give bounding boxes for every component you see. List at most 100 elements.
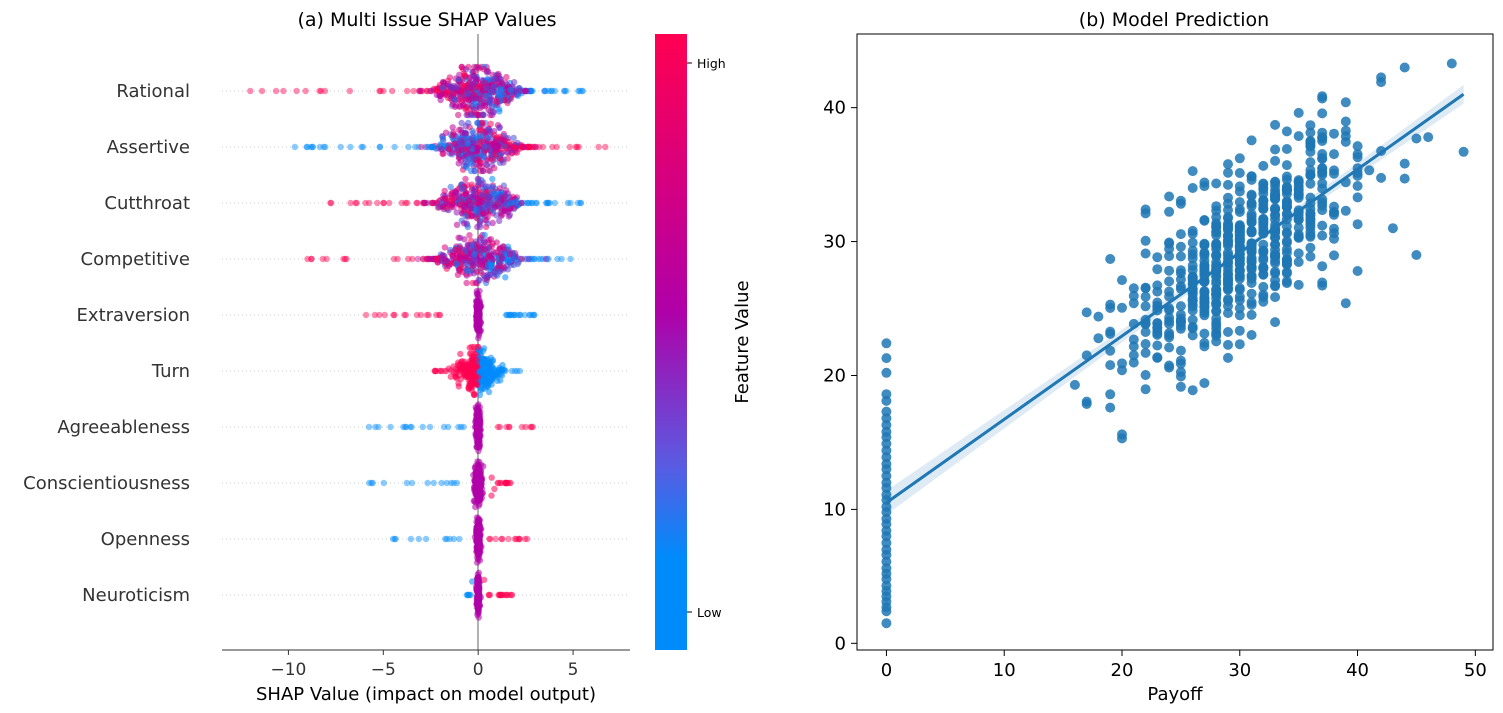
prediction-point [1423,132,1434,143]
prediction-point [1223,265,1233,276]
shap-dot [445,262,452,270]
shap-dot [514,260,521,268]
shap-dot [371,311,379,319]
shap-dot [414,255,422,263]
shap-dot [386,199,393,207]
shap-dot [426,255,433,263]
prediction-point [1246,330,1257,340]
prediction-point [1140,235,1151,246]
shap-dot [453,221,461,228]
shap-dot [551,199,559,207]
shap-dot [489,183,496,191]
shap-dot [402,423,409,431]
shap-dot [541,87,548,95]
prediction-point [1387,223,1398,234]
prediction-point [1317,93,1328,104]
shap-x-axis-label: SHAP Value (impact on model output) [256,684,596,705]
prediction-point [1164,328,1175,338]
shap-dot [415,535,422,543]
shap-dot [291,143,299,151]
shap-dot [427,87,434,95]
shap-dot [416,87,423,95]
prediction-point [1399,62,1410,73]
shap-dot [443,479,450,487]
prediction-point [1187,385,1198,396]
colorbar-high-label: High [697,56,726,71]
shap-dot [466,344,473,351]
prediction-point [1234,266,1245,277]
shap-dot [416,87,424,95]
prediction-point [1281,126,1292,137]
shap-dot [481,103,489,110]
prediction-point [1187,166,1198,177]
shap-dot [563,87,570,95]
shap-dot [489,175,496,183]
shap-dot [549,143,556,151]
shap-dot [526,199,533,207]
shap-dot [474,343,482,351]
shap-dot [554,255,561,263]
prediction-point [1211,313,1222,324]
shap-dot [475,401,482,408]
shap-dot [510,134,517,142]
prediction-x-tick-label: 20 [1111,660,1134,681]
shap-dot [526,143,534,151]
shap-dot [503,311,510,319]
prediction-point [1211,226,1222,237]
prediction-point [1175,358,1186,369]
shap-dot [375,423,382,431]
prediction-point [1376,72,1387,83]
shap-dot [548,87,555,95]
shap-dot [400,423,407,431]
shap-dot [466,267,474,275]
shap-dot [441,187,448,195]
shap-dot [507,311,515,319]
prediction-point [1234,186,1245,197]
shap-dot [447,183,454,191]
prediction-point [1246,201,1257,212]
shap-dot [485,591,493,599]
shap-dot [479,119,486,127]
shap-dot [424,479,431,487]
shap-dot [432,367,439,375]
prediction-point [1246,271,1257,282]
shap-dot [435,87,442,95]
shap-dot [511,311,518,319]
prediction-x-tick-label: 40 [1346,660,1369,681]
shap-dot [449,124,456,131]
shap-dot [402,311,409,319]
shap-dot [419,255,427,263]
prediction-chart-title: (b) Model Prediction [1079,9,1269,31]
prediction-point [1164,312,1175,323]
prediction-point [1258,262,1269,273]
shap-dot [380,87,387,95]
shap-feature-label: Extraversion [77,305,190,326]
prediction-point [1293,215,1304,225]
shap-dot [391,143,398,151]
shap-dot [484,220,491,227]
shap-dot [517,311,524,319]
shap-dot [420,255,427,263]
shap-dot [522,255,529,263]
shap-dot [476,277,483,284]
shap-dot [425,143,432,151]
shap-dot [429,199,436,207]
shap-dot [453,209,460,216]
shap-dot [476,422,483,430]
shap-dot [447,246,454,254]
prediction-point [1317,163,1328,174]
prediction-point [1223,235,1233,246]
prediction-point [1317,149,1328,159]
prediction-point [1329,206,1339,217]
shap-dot [376,311,383,319]
shap-dot [407,423,414,431]
prediction-point [1258,216,1269,227]
shap-dot [475,179,482,186]
shap-dot [446,535,454,543]
prediction-point [1364,165,1375,176]
prediction-point [881,353,892,364]
prediction-point [1281,201,1292,212]
shap-dot [508,367,515,375]
shap-dot [483,161,490,168]
shap-dot [461,236,468,243]
